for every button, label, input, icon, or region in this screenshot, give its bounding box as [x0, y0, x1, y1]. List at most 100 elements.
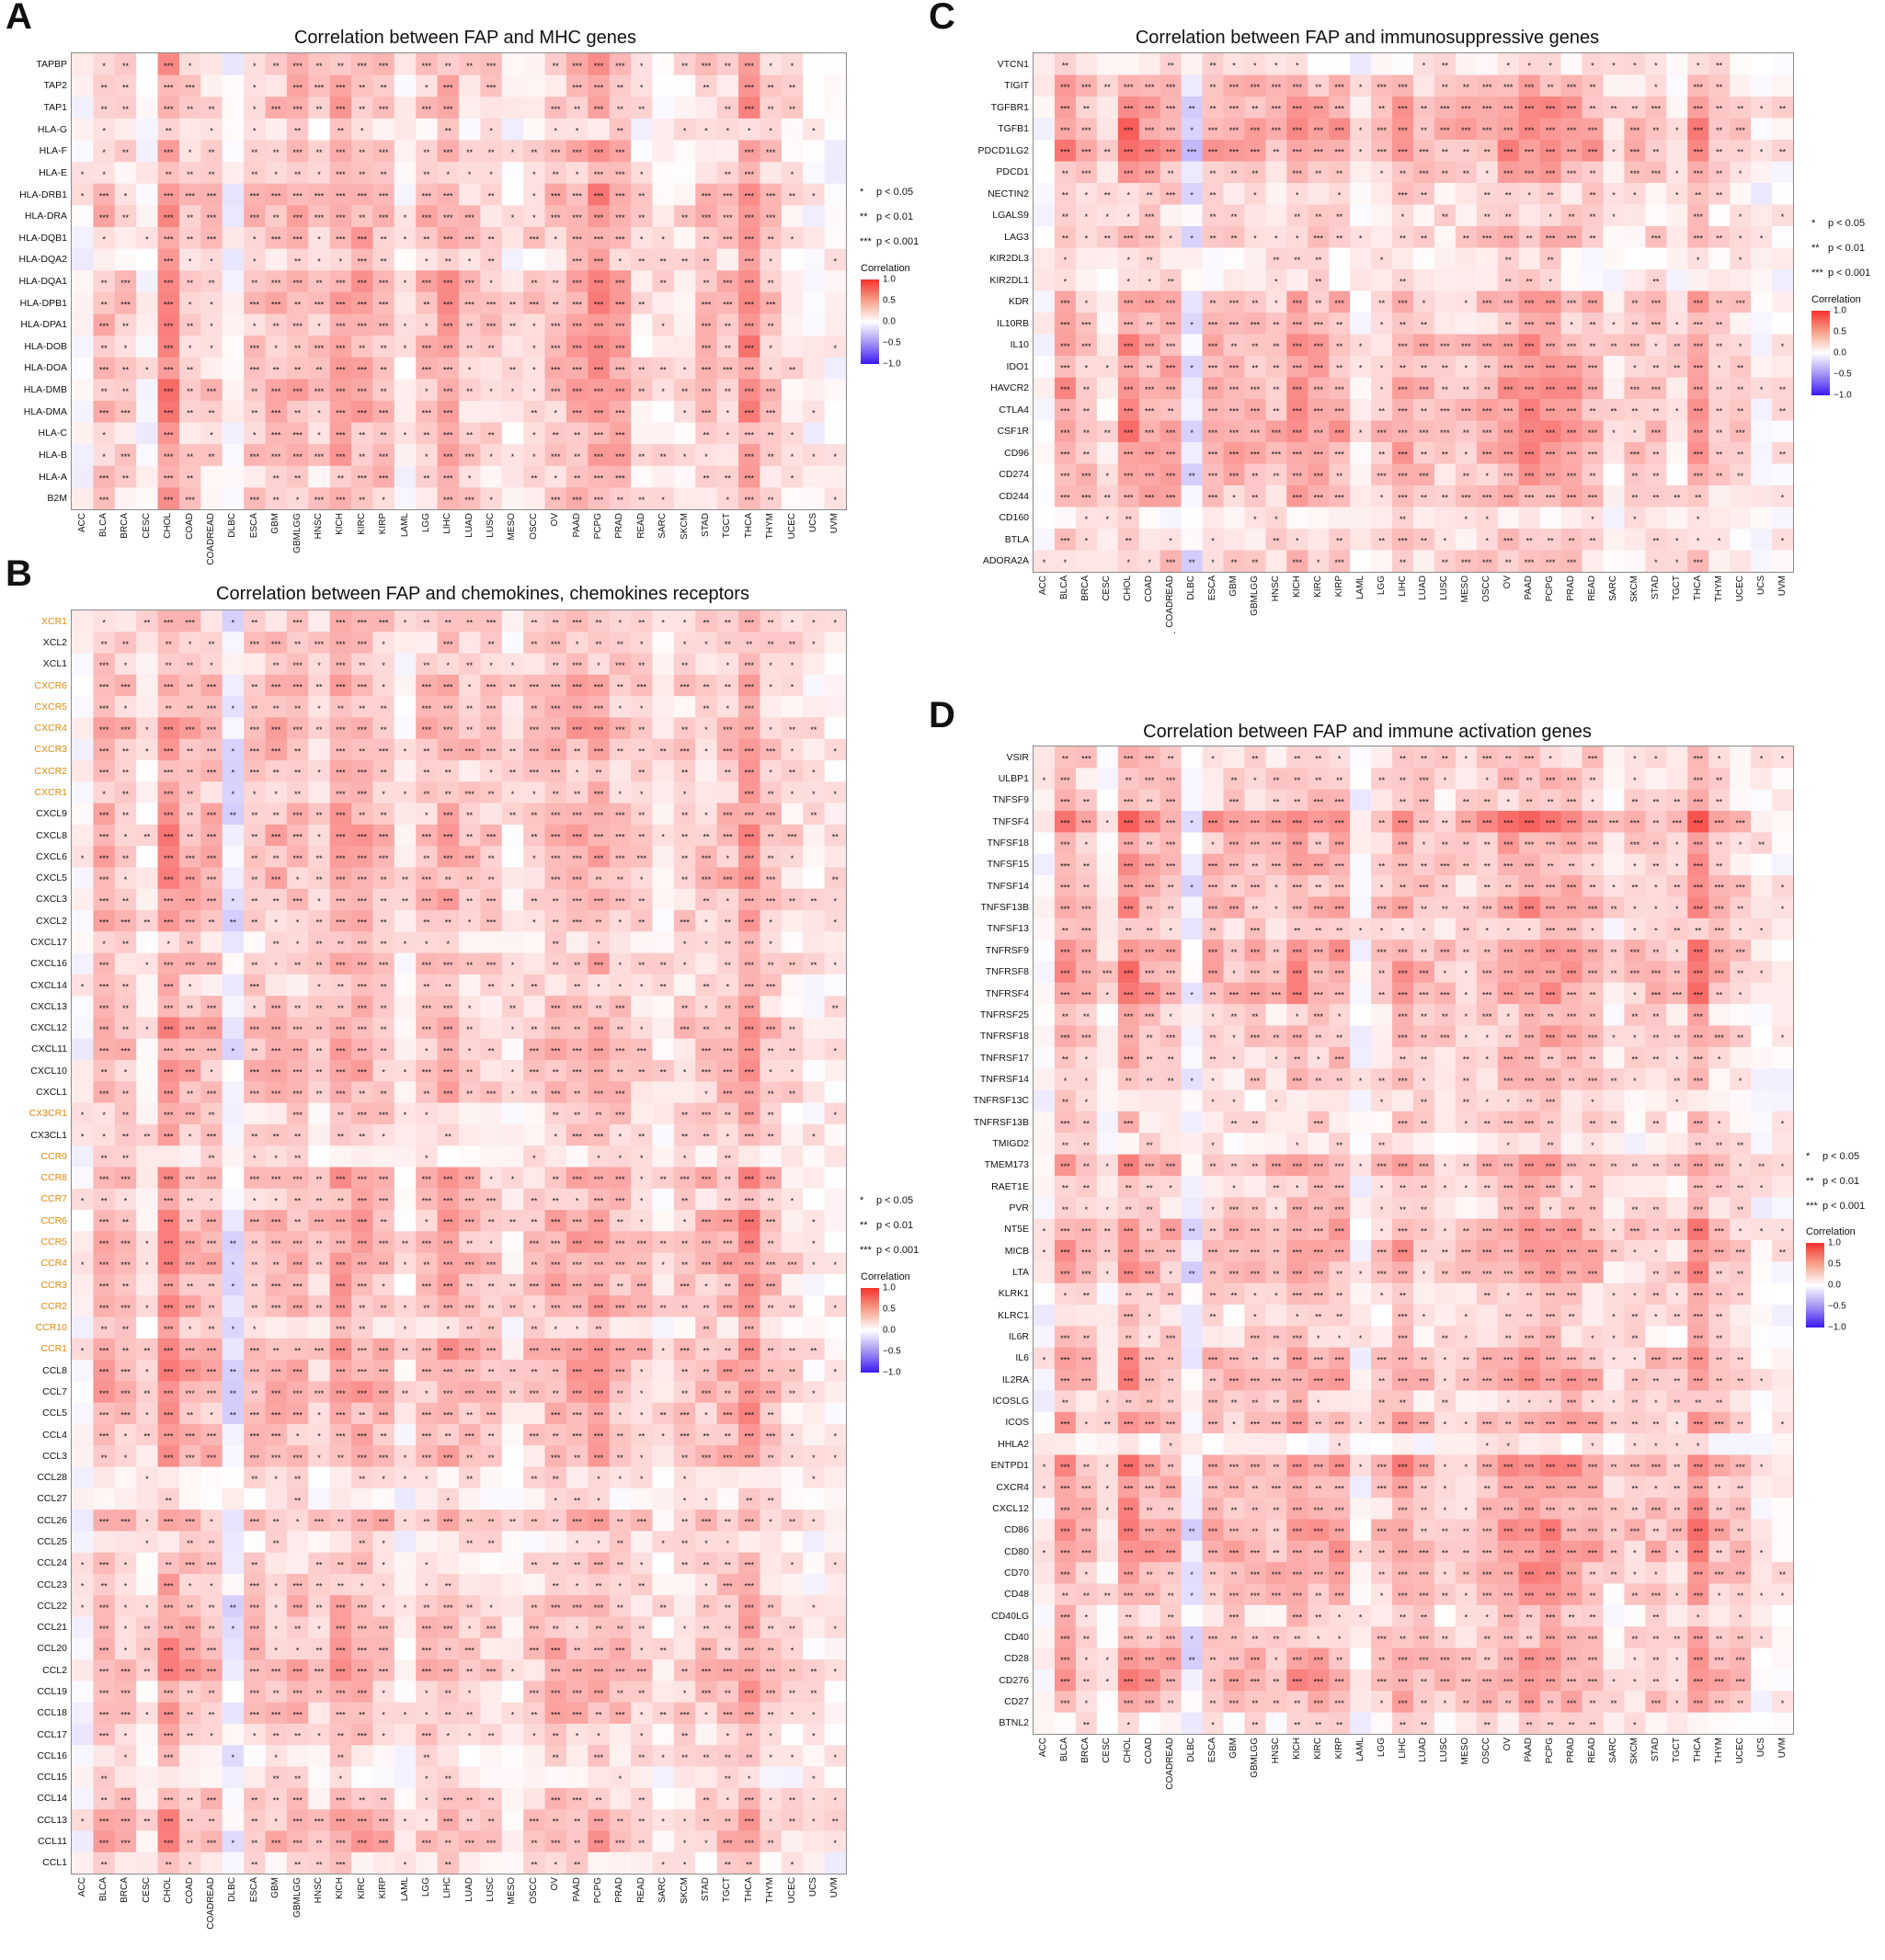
row-label: HLA-DPB1	[19, 297, 67, 309]
heatmap-cell	[738, 270, 761, 293]
significance-mark: ***	[572, 279, 582, 288]
significance-mark: **	[187, 235, 194, 245]
significance-mark: ***	[292, 148, 303, 157]
significance-mark: ***	[357, 256, 367, 266]
significance-mark: ***	[572, 148, 582, 157]
row-label: HLA-DRB1	[19, 188, 67, 200]
heatmap-cell	[501, 291, 524, 315]
heatmap-cell	[372, 140, 395, 163]
significance-mark: **	[466, 148, 474, 157]
significance-mark: ***	[164, 105, 174, 114]
heatmap-cell	[244, 162, 267, 185]
significance-mark: **	[638, 105, 645, 114]
heatmap-cell	[72, 205, 94, 228]
heatmap-cell	[824, 53, 846, 76]
significance-mark: **	[789, 83, 796, 92]
heatmap-cell	[72, 140, 94, 163]
heatmap-cell	[265, 226, 288, 250]
heatmap-cell	[286, 226, 309, 250]
significance-mark: ***	[464, 279, 474, 288]
heatmap-cell	[523, 205, 546, 228]
significance-mark: **	[423, 148, 430, 157]
column-label: ACC	[76, 513, 87, 533]
significance-mark: ***	[164, 301, 174, 310]
heatmap-cell	[200, 205, 223, 228]
heatmap-cell	[523, 118, 546, 142]
heatmap-cell	[738, 248, 761, 271]
significance-mark: ***	[336, 322, 346, 331]
significance-mark: ***	[120, 301, 131, 310]
heatmap-cell	[222, 118, 245, 142]
heatmap-cell	[544, 270, 567, 293]
heatmap-cell	[609, 291, 632, 315]
significance-mark: *	[704, 127, 708, 136]
significance-mark: **	[466, 322, 474, 331]
heatmap-cell	[93, 140, 116, 163]
significance-mark: ***	[164, 148, 174, 157]
heatmap-cell	[114, 313, 137, 336]
significance-mark: **	[273, 322, 280, 331]
significance-mark: *	[812, 127, 816, 136]
heatmap-cell	[652, 162, 675, 185]
significance-mark: **	[315, 62, 323, 71]
significance-mark: ***	[766, 301, 776, 310]
significance-mark: **	[315, 279, 323, 288]
heatmap-cell	[394, 53, 417, 76]
significance-mark: ***	[464, 235, 474, 245]
heatmap-cell	[523, 226, 546, 250]
heatmap-cell	[244, 248, 267, 271]
panel-a-title: Correlation between FAP and MHC genes	[293, 28, 637, 48]
heatmap-cell	[114, 248, 137, 271]
significance-mark: *	[661, 322, 665, 331]
significance-mark: **	[209, 148, 216, 157]
heatmap-cell	[286, 74, 309, 97]
significance-mark: ***	[551, 191, 561, 200]
heatmap-cell	[673, 97, 696, 120]
heatmap-cell	[652, 205, 675, 228]
heatmap-cell	[136, 205, 159, 228]
heatmap-cell	[631, 313, 654, 336]
heatmap-cell	[588, 226, 611, 250]
heatmap-cell	[437, 313, 460, 336]
heatmap-cell	[716, 313, 739, 336]
significance-mark: *	[188, 148, 192, 157]
heatmap-cell	[781, 270, 804, 293]
heatmap-cell	[394, 270, 417, 293]
significance-mark: *	[791, 235, 794, 245]
column-label: PAAD	[571, 513, 582, 538]
significance-mark: ***	[185, 83, 195, 92]
heatmap-cell	[222, 248, 245, 271]
heatmap-cell	[351, 205, 374, 228]
significance-mark: *	[81, 170, 85, 179]
significance-mark: **	[294, 127, 302, 136]
heatmap-cell	[523, 53, 546, 76]
heatmap-cell	[631, 226, 654, 250]
heatmap-cell	[760, 74, 783, 97]
heatmap-cell	[609, 248, 632, 271]
heatmap-cell	[93, 226, 116, 250]
heatmap-cell	[265, 291, 288, 315]
heatmap-cell	[136, 74, 159, 97]
heatmap-cell	[588, 53, 611, 76]
significance-mark: ***	[443, 301, 453, 310]
heatmap-cell	[544, 291, 567, 315]
significance-mark: ***	[250, 213, 260, 222]
heatmap-cell	[308, 248, 331, 271]
significance-mark: ***	[336, 83, 346, 92]
heatmap-cell	[544, 248, 567, 271]
heatmap-cell	[244, 291, 267, 315]
significance-mark: *	[532, 170, 536, 179]
heatmap-cell	[244, 270, 267, 293]
significance-mark: ***	[99, 191, 109, 200]
heatmap-cell	[329, 97, 352, 120]
heatmap-cell	[566, 183, 588, 206]
heatmap-cell	[760, 270, 783, 293]
significance-mark: *	[489, 279, 493, 288]
significance-mark: **	[768, 105, 775, 114]
heatmap-cell	[631, 270, 654, 293]
significance-mark: ***	[422, 191, 432, 200]
heatmap-cell	[244, 118, 267, 142]
significance-mark: ***	[422, 105, 432, 114]
significance-mark: *	[511, 148, 515, 157]
heatmap-cell	[523, 313, 546, 336]
